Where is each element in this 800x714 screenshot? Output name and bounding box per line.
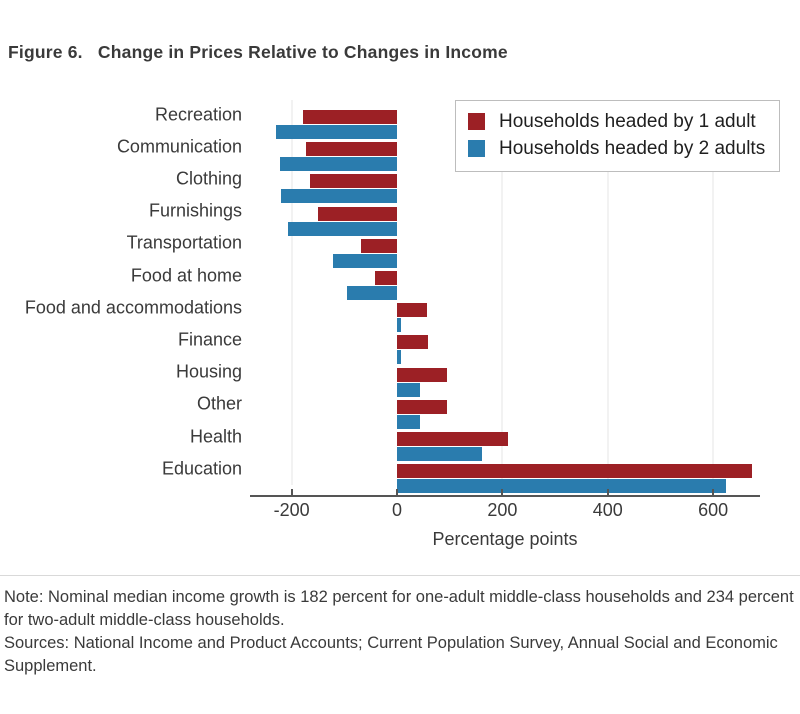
bar [397,447,482,461]
gridline-600 [712,100,715,485]
chart-legend: Households headed by 1 adult Households … [455,100,781,172]
bar [397,399,448,414]
bar [317,206,397,221]
y-axis-label-health: Health [189,426,242,446]
bar [333,253,397,268]
x-tick-label-600: 600 [698,500,729,520]
y-axis-category-labels: Recreation Communication Clothing Furnishin… [0,90,250,510]
x-tick-400 [606,489,609,496]
y-axis-label-food-at-home: Food at home [130,265,242,285]
x-tick-label-200: 200 [487,500,518,520]
y-axis-label-other: Other [196,393,242,414]
bar [303,110,397,124]
y-axis-label-clothing: Clothing [175,168,242,189]
bar [397,382,421,397]
bar [397,318,401,333]
footnotes: Note: Nominal median income growth is 18… [4,586,794,678]
plot-area [0,90,800,510]
y-axis-label-finance: Finance [177,329,242,350]
legend-swatch-red-icon [468,113,485,130]
bar [275,125,397,139]
bar [397,464,753,479]
legend-item-2-adults: Households headed by 2 adults [468,135,765,162]
footnote-divider [0,575,800,576]
x-tick-600 [712,489,715,496]
bar [397,414,421,429]
sources-text: Sources: National Income and Product Acc… [4,634,778,675]
y-axis-label-communication: Communication [116,136,242,157]
gridline-0 [396,100,398,485]
x-tick-label-0: 0 [391,500,403,520]
bar [397,432,509,446]
x-axis-title: Percentage points [432,529,578,549]
page-title: Figure 6. Change in Prices Relative to C… [8,42,508,62]
bar [361,238,397,253]
bar [397,335,429,350]
legend-label-2-adults: Households headed by 2 adults [499,137,766,159]
gridline-200 [501,100,504,485]
x-axis-line [250,495,760,497]
x-tick-0 [396,489,398,496]
note-text: Note: Nominal median income growth is 18… [4,588,794,629]
bar [280,157,397,172]
y-axis-label-education: Education [161,458,242,479]
legend-item-1-adult: Households headed by 1 adult [468,108,765,135]
x-tick-label--200: -200 [273,500,310,520]
bar [306,142,397,157]
y-axis-label-housing: Housing [175,361,242,382]
gridline-400 [606,100,609,485]
bar [374,271,397,285]
x-tick-200 [501,489,504,496]
y-axis-label-food-and-accommodations: Food and accommodations [24,297,242,318]
bar [397,303,428,318]
bar [397,350,402,365]
bar [397,479,726,494]
bar [309,174,397,189]
gridline--200 [290,100,293,485]
x-tick--200 [290,489,293,496]
x-tick-label-400: 400 [592,500,623,520]
legend-swatch-blue-icon [468,140,485,157]
bar [287,221,397,236]
bar [346,286,397,300]
legend-label-1-adult: Households headed by 1 adult [499,110,756,132]
y-axis-label-furnishings: Furnishings [148,200,242,221]
bar [281,189,397,204]
bars-and-gridlines [250,100,760,494]
bar [397,367,448,382]
y-axis-label-recreation: Recreation [154,104,242,124]
y-axis-label-transportation: Transportation [126,232,242,253]
